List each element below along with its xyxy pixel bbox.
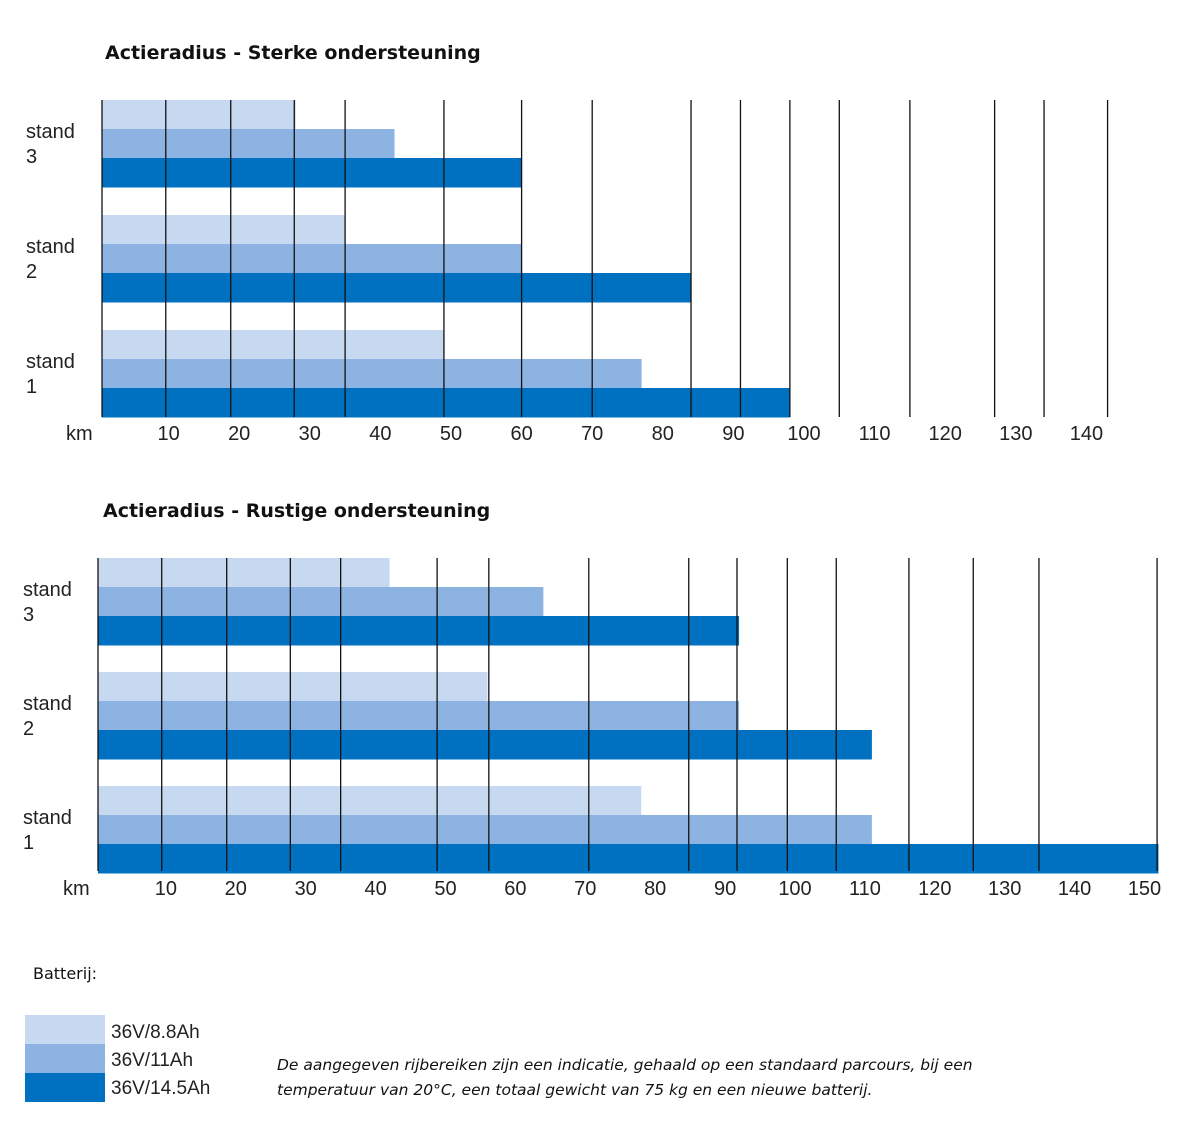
bar-stand-2-36V/11Ah xyxy=(102,244,522,274)
x-tick-label: 50 xyxy=(434,878,456,900)
category-label: 1 xyxy=(26,376,37,398)
legend-swatch-14.5ah xyxy=(25,1073,105,1102)
chart-title-rustige: Actieradius - Rustige ondersteuning xyxy=(103,500,491,522)
x-axis-label: km xyxy=(63,878,90,900)
x-tick-label: 50 xyxy=(440,423,462,445)
x-tick-label: 150 xyxy=(1128,878,1161,900)
x-tick-label: 120 xyxy=(918,878,951,900)
bar-stand-2-36V/11Ah xyxy=(98,701,740,731)
bar-stand-1-36V/11Ah xyxy=(102,359,642,389)
category-label: stand xyxy=(26,121,75,143)
legend-label-11ah: 36V/11Ah xyxy=(111,1050,194,1071)
category-label: stand xyxy=(23,693,72,715)
x-tick-label: 140 xyxy=(1070,423,1103,445)
x-tick-label: 60 xyxy=(504,878,526,900)
chart-title-sterke: Actieradius - Sterke ondersteuning xyxy=(105,42,481,64)
x-tick-label: 110 xyxy=(859,423,891,445)
bar-stand-3-36V/11Ah xyxy=(102,129,395,159)
legend-swatch-11ah xyxy=(25,1044,105,1073)
bar-stand-3-36V/8.8Ah xyxy=(98,558,390,588)
x-tick-label: 10 xyxy=(157,423,179,445)
x-tick-label: 100 xyxy=(787,423,820,445)
x-tick-label: 130 xyxy=(988,878,1021,900)
x-tick-label: 30 xyxy=(299,423,321,445)
category-label: 2 xyxy=(26,261,37,283)
x-tick-label: 20 xyxy=(225,878,247,900)
category-label: stand xyxy=(23,807,72,829)
bar-stand-1-36V/14.5Ah xyxy=(98,844,1159,874)
legend-label-14.5ah: 36V/14.5Ah xyxy=(111,1078,211,1099)
x-tick-label: 80 xyxy=(652,423,674,445)
bar-stand-2-36V/14.5Ah xyxy=(98,730,872,760)
category-label: stand xyxy=(23,579,72,601)
x-tick-label: 110 xyxy=(849,878,881,900)
bar-stand-1-36V/11Ah xyxy=(98,815,872,845)
bar-stand-3-36V/14.5Ah xyxy=(102,158,522,188)
bar-stand-3-36V/14.5Ah xyxy=(98,616,740,646)
x-tick-label: 90 xyxy=(722,423,744,445)
x-tick-label: 120 xyxy=(929,423,962,445)
category-label: 3 xyxy=(26,146,37,168)
x-tick-label: 70 xyxy=(581,423,603,445)
legend-title: Batterij: xyxy=(33,964,98,983)
x-tick-label: 140 xyxy=(1058,878,1091,900)
x-tick-label: 10 xyxy=(155,878,177,900)
x-tick-label: 70 xyxy=(574,878,596,900)
footnote-line-1: De aangegeven rijbereiken zijn een indic… xyxy=(277,1056,973,1074)
bar-stand-2-36V/8.8Ah xyxy=(102,215,346,245)
x-tick-label: 30 xyxy=(295,878,317,900)
bar-stand-2-36V/8.8Ah xyxy=(98,672,488,702)
x-tick-label: 100 xyxy=(778,878,811,900)
bar-stand-1-36V/14.5Ah xyxy=(102,388,790,418)
x-tick-label: 130 xyxy=(999,423,1032,445)
legend-swatch-8.8ah xyxy=(25,1015,105,1044)
x-tick-label: 60 xyxy=(510,423,532,445)
footnote: De aangegeven rijbereiken zijn een indic… xyxy=(277,1053,973,1103)
bar-stand-1-36V/8.8Ah xyxy=(98,786,642,816)
bar-stand-3-36V/8.8Ah xyxy=(102,100,296,130)
category-label: stand xyxy=(26,236,75,258)
category-label: stand xyxy=(26,351,75,373)
x-axis-label: km xyxy=(66,423,93,445)
category-label: 3 xyxy=(23,604,34,626)
bar-stand-2-36V/14.5Ah xyxy=(102,273,692,303)
x-tick-label: 80 xyxy=(644,878,666,900)
x-tick-label: 90 xyxy=(714,878,736,900)
category-label: 1 xyxy=(23,832,34,854)
category-label: 2 xyxy=(23,718,34,740)
bar-stand-3-36V/11Ah xyxy=(98,587,544,617)
x-tick-label: 40 xyxy=(369,423,391,445)
legend-label-8.8ah: 36V/8.8Ah xyxy=(111,1022,200,1043)
footnote-line-2: temperatuur van 20°C, een totaal gewicht… xyxy=(277,1081,873,1099)
bar-stand-1-36V/8.8Ah xyxy=(102,330,444,360)
x-tick-label: 20 xyxy=(228,423,250,445)
x-tick-label: 40 xyxy=(364,878,386,900)
